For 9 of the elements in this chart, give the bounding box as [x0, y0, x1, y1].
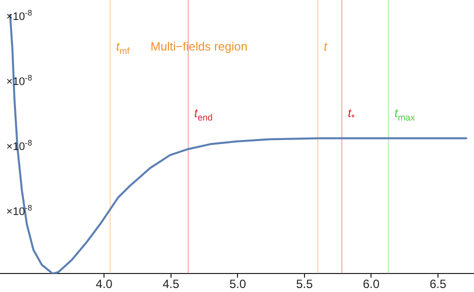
x-tick-label: 6.0 [362, 277, 380, 292]
x-tick-label: 6.5 [430, 277, 447, 292]
ref-line-label: t* [348, 106, 356, 122]
x-tick-label: 4.5 [162, 277, 180, 292]
ref-line-label: t [324, 40, 328, 54]
x-tick-label: 5.0 [229, 277, 246, 292]
x-tick-label: 5.5 [296, 277, 314, 292]
x-tick-label: 4.0 [96, 277, 113, 292]
annotation: Multi−fields region [150, 40, 248, 54]
